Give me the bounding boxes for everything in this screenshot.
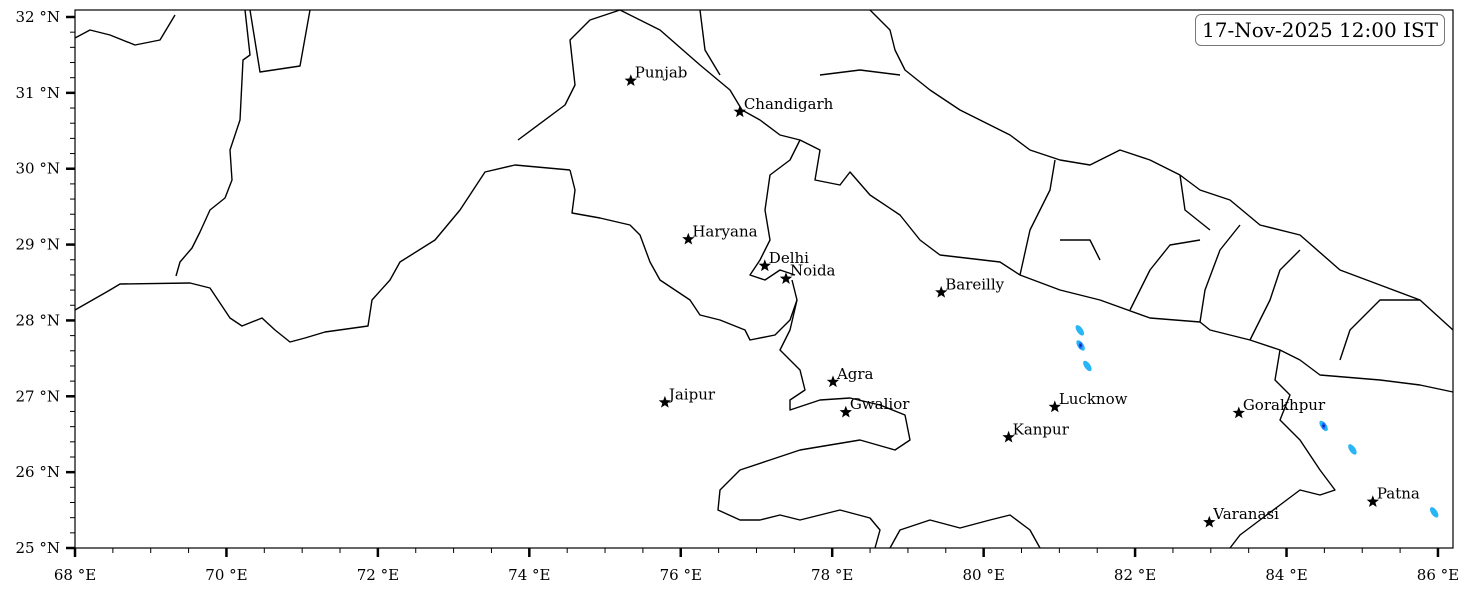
x-tick-label: 78 °E bbox=[811, 566, 853, 584]
x-tick-label: 76 °E bbox=[660, 566, 702, 584]
city-label: Kanpur bbox=[1013, 420, 1070, 438]
city-label: Patna bbox=[1377, 485, 1420, 503]
city-chandigarh: Chandigarh bbox=[733, 95, 834, 118]
city-label: Jaipur bbox=[667, 385, 716, 403]
star-icon bbox=[658, 395, 671, 408]
city-jaipur: Jaipur bbox=[658, 385, 716, 408]
y-tick-label: 31 °N bbox=[16, 84, 60, 102]
state-borders bbox=[74, 9, 1454, 549]
precip-cell bbox=[1076, 340, 1085, 351]
x-tick-label: 80 °E bbox=[962, 566, 1004, 584]
star-icon bbox=[1203, 515, 1216, 528]
x-tick-label: 74 °E bbox=[508, 566, 550, 584]
city-lucknow: Lucknow bbox=[1048, 390, 1128, 413]
city-label: Gwalior bbox=[850, 395, 910, 413]
city-bareilly: Bareilly bbox=[935, 275, 1005, 298]
star-icon bbox=[935, 285, 948, 298]
precip-cell bbox=[1075, 325, 1085, 336]
y-tick-label: 30 °N bbox=[16, 160, 60, 178]
y-tick-label: 32 °N bbox=[16, 8, 60, 26]
city-label: Punjab bbox=[635, 64, 688, 82]
y-tick-label: 27 °N bbox=[16, 387, 60, 405]
map-frame bbox=[74, 9, 1454, 549]
timestamp-label: 17-Nov-2025 12:00 IST bbox=[1195, 14, 1445, 46]
y-tick-label: 28 °N bbox=[16, 311, 60, 329]
star-icon bbox=[839, 405, 852, 418]
star-icon bbox=[1232, 406, 1245, 419]
city-gwalior: Gwalior bbox=[839, 395, 910, 418]
city-noida: Noida bbox=[779, 262, 836, 284]
city-agra: Agra bbox=[826, 365, 874, 388]
city-label: Noida bbox=[790, 262, 836, 280]
star-icon bbox=[1048, 400, 1061, 413]
city-punjab: Punjab bbox=[624, 64, 688, 86]
star-icon bbox=[1002, 430, 1015, 443]
city-label: Delhi bbox=[769, 249, 809, 267]
precipitation-cells bbox=[1075, 325, 1439, 518]
city-varanasi: Varanasi bbox=[1203, 505, 1279, 528]
city-label: Agra bbox=[836, 365, 874, 383]
city-label: Haryana bbox=[692, 222, 757, 240]
star-icon bbox=[624, 74, 637, 86]
star-icon bbox=[733, 105, 746, 118]
star-icon bbox=[826, 375, 840, 388]
x-tick-label: 70 °E bbox=[205, 566, 247, 584]
city-label: Varanasi bbox=[1212, 505, 1279, 523]
city-label: Lucknow bbox=[1059, 390, 1128, 408]
city-label: Bareilly bbox=[945, 275, 1004, 293]
y-tick-label: 26 °N bbox=[16, 463, 60, 481]
x-tick-label: 82 °E bbox=[1114, 566, 1156, 584]
y-tick-label: 29 °N bbox=[16, 236, 60, 254]
star-icon bbox=[682, 232, 695, 245]
x-tick-label: 84 °E bbox=[1265, 566, 1307, 584]
city-kanpur: Kanpur bbox=[1002, 420, 1070, 443]
precip-cell bbox=[1429, 507, 1439, 518]
city-haryana: Haryana bbox=[682, 222, 758, 245]
x-tick-label: 68 °E bbox=[54, 566, 96, 584]
city-gorakhpur: Gorakhpur bbox=[1232, 396, 1326, 419]
star-icon bbox=[758, 259, 771, 272]
precip-cell bbox=[1083, 360, 1092, 372]
precip-cell bbox=[1348, 444, 1357, 455]
city-label: Gorakhpur bbox=[1243, 396, 1326, 414]
x-tick-label: 72 °E bbox=[357, 566, 399, 584]
x-tick-label: 86 °E bbox=[1417, 566, 1459, 584]
city-delhi: Delhi bbox=[758, 249, 809, 272]
star-icon bbox=[779, 272, 793, 284]
y-tick-label: 25 °N bbox=[16, 539, 60, 557]
city-label: Chandigarh bbox=[744, 95, 834, 113]
axis-ticks: 68 °E 70 °E 72 °E 74 °E 76 °E 78 °E 80 °E 82 °E… bbox=[16, 8, 1460, 584]
star-icon bbox=[1366, 495, 1379, 507]
precip-cell bbox=[1319, 420, 1328, 432]
city-patna: Patna bbox=[1366, 485, 1420, 507]
